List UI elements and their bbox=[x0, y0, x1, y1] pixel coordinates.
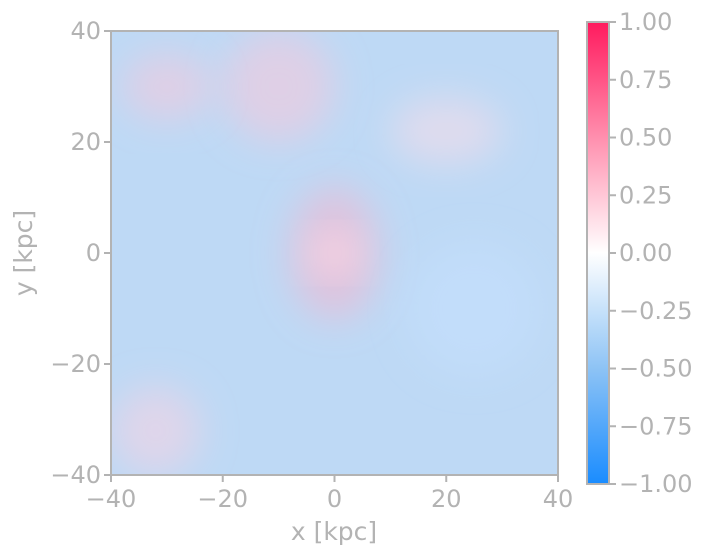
heatmap-features bbox=[111, 31, 558, 475]
x-axis: −40 −20 0 20 40 bbox=[86, 475, 574, 513]
heatmap-feature-3 bbox=[122, 53, 212, 120]
heatmap-feature-1 bbox=[289, 186, 380, 320]
x-tick-label: −20 bbox=[197, 485, 248, 513]
colorbar-tick-label: 0.75 bbox=[619, 66, 672, 94]
x-tick-label: 0 bbox=[327, 485, 342, 513]
colorbar-tick-label: −0.25 bbox=[619, 297, 693, 325]
colorbar-tick-label: 0.00 bbox=[619, 239, 672, 267]
colorbar-tick-label: −1.00 bbox=[619, 470, 693, 498]
colorbar bbox=[586, 21, 610, 485]
y-tick-label: 0 bbox=[86, 239, 101, 267]
y-axis-title: y [kpc] bbox=[9, 210, 38, 296]
colorbar-tick-label: −0.50 bbox=[619, 355, 693, 383]
colorbar-tick-label: −0.75 bbox=[619, 412, 693, 440]
y-tick-label: −40 bbox=[50, 461, 101, 489]
heatmap-feature-2 bbox=[222, 31, 335, 142]
y-tick-label: 40 bbox=[70, 17, 101, 45]
heatmap-feature-6 bbox=[407, 241, 542, 376]
y-tick-label: −20 bbox=[50, 350, 101, 378]
y-tick-label: 20 bbox=[70, 128, 101, 156]
colorbar-ticks: 1.00 0.75 0.50 0.25 0.00 −0.25 −0.50 −0.75 −1.00 bbox=[609, 8, 693, 498]
heatmap-feature-4 bbox=[390, 97, 503, 165]
colorbar-tick-label: 0.25 bbox=[619, 181, 672, 209]
colorbar-tick-label: 0.50 bbox=[619, 124, 672, 152]
heatmap-feature-5 bbox=[111, 386, 201, 475]
x-tick-label: 20 bbox=[431, 485, 462, 513]
colorbar-tick-label: 1.00 bbox=[619, 8, 672, 36]
x-axis-title: x [kpc] bbox=[291, 517, 377, 546]
y-axis: −40 −20 0 20 40 bbox=[50, 17, 111, 489]
x-tick-label: 40 bbox=[543, 485, 574, 513]
x-tick-label: −40 bbox=[86, 485, 137, 513]
